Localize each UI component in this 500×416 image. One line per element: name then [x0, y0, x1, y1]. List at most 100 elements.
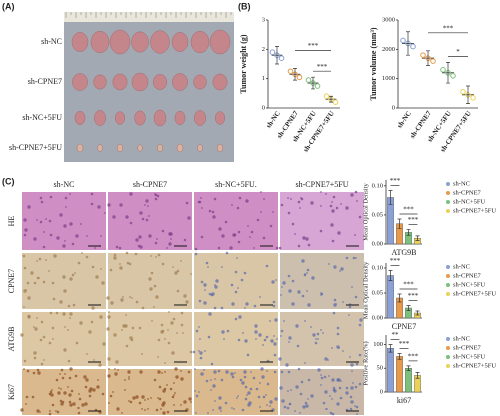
cell	[36, 409, 40, 413]
legend-marker	[446, 292, 450, 296]
cell	[310, 394, 314, 398]
cell	[68, 400, 72, 404]
cell	[51, 403, 55, 407]
cell	[27, 315, 31, 319]
cell	[110, 301, 114, 305]
legend-marker	[446, 346, 450, 350]
cell	[180, 404, 182, 406]
cell	[42, 335, 46, 339]
cell	[342, 350, 344, 352]
cell	[90, 192, 94, 196]
cell	[300, 197, 304, 201]
cell	[23, 368, 25, 370]
cell	[67, 386, 69, 388]
cell	[218, 227, 222, 231]
cell	[125, 344, 129, 348]
cell	[273, 335, 275, 337]
cell	[250, 230, 254, 234]
cell	[81, 252, 83, 254]
cell	[84, 402, 88, 406]
y-tick-label: 0.05	[372, 289, 383, 296]
cell	[207, 412, 209, 414]
cell	[109, 394, 113, 398]
cell	[95, 275, 99, 279]
cell	[45, 218, 47, 220]
cell	[280, 335, 282, 337]
cell	[245, 199, 249, 203]
cell	[198, 326, 200, 328]
cell	[144, 204, 146, 206]
cell	[23, 289, 27, 293]
micrograph	[108, 192, 192, 250]
cell	[297, 367, 301, 371]
tumor	[209, 29, 231, 55]
point	[470, 95, 476, 101]
cell	[52, 297, 56, 301]
cell	[83, 375, 87, 379]
cell	[214, 285, 218, 289]
micrograph	[194, 369, 278, 415]
cell	[349, 395, 353, 399]
cell	[144, 409, 146, 411]
cell	[340, 380, 342, 382]
cell	[331, 412, 335, 416]
cell	[238, 315, 242, 319]
cell	[60, 368, 64, 372]
cell	[141, 353, 143, 355]
cell	[57, 391, 61, 395]
cell	[260, 191, 262, 193]
cell	[69, 317, 71, 319]
cell	[276, 338, 278, 340]
cell	[302, 236, 306, 240]
cell	[157, 356, 159, 358]
cell	[74, 272, 76, 274]
cell	[40, 320, 44, 324]
cell	[56, 410, 60, 414]
error-bar	[446, 62, 450, 84]
legend-marker	[446, 265, 450, 269]
cell	[354, 405, 356, 407]
cell	[55, 311, 59, 315]
cell	[147, 205, 149, 207]
significance-label: ***	[317, 63, 328, 71]
cell	[39, 220, 43, 224]
significance-label: ***	[399, 340, 410, 348]
micrograph	[108, 369, 192, 415]
legend-marker	[446, 182, 450, 186]
cell	[183, 400, 187, 404]
tumor	[214, 111, 225, 125]
cell	[25, 395, 29, 399]
cell	[358, 353, 362, 357]
cell	[280, 203, 284, 207]
cell	[36, 368, 40, 372]
y-tick-label: 0.00	[372, 240, 383, 247]
cell	[69, 222, 73, 226]
cell	[237, 395, 239, 397]
cell	[266, 382, 270, 386]
cell	[37, 371, 41, 375]
cell	[155, 295, 159, 299]
cell	[26, 369, 30, 373]
cell	[129, 192, 133, 196]
cell	[248, 401, 252, 405]
cell	[203, 283, 207, 287]
cell	[156, 194, 160, 198]
cell	[266, 404, 268, 406]
cell	[124, 389, 126, 391]
legend-label: sh-CPNE7	[453, 189, 482, 196]
row-label: sh-NC+5FU	[22, 113, 62, 122]
significance-label: ***	[408, 292, 419, 300]
cell	[335, 303, 337, 305]
cell	[155, 408, 159, 412]
cell	[331, 378, 335, 382]
cell	[108, 368, 110, 370]
cell	[356, 200, 358, 202]
cell	[221, 266, 223, 268]
cell	[149, 287, 153, 291]
cell	[40, 200, 44, 204]
cell	[86, 235, 88, 237]
cell	[157, 397, 159, 399]
cell	[33, 351, 37, 355]
cell	[253, 247, 255, 249]
cell	[266, 370, 268, 372]
